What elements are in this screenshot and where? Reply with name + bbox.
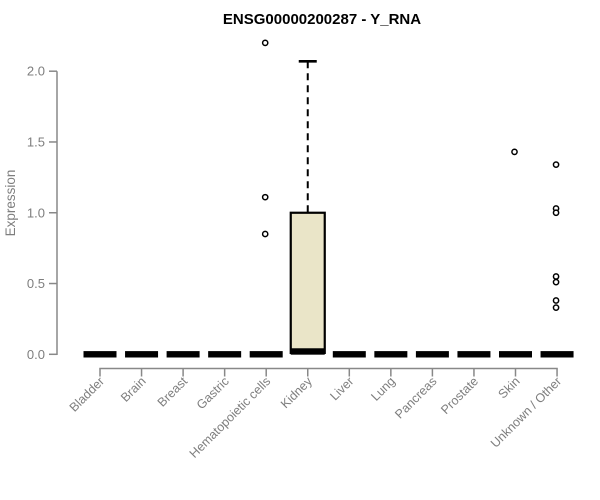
collapsed-box bbox=[208, 351, 242, 358]
collapsed-box bbox=[457, 351, 491, 358]
collapsed-box bbox=[415, 351, 449, 358]
median-line bbox=[290, 348, 325, 355]
outlier-point bbox=[552, 297, 560, 304]
boxplot-kidney bbox=[289, 59, 326, 355]
outlier-point bbox=[511, 148, 518, 156]
box bbox=[289, 211, 326, 354]
collapsed-box bbox=[332, 351, 366, 358]
x-tick-label-skin: Skin bbox=[496, 374, 523, 401]
boxplot-liver bbox=[332, 351, 366, 358]
boxplot-breast bbox=[166, 351, 200, 358]
collapsed-box bbox=[374, 351, 408, 358]
x-tick-label-gastric: Gastric bbox=[194, 374, 232, 412]
outlier-point bbox=[552, 209, 560, 217]
y-tick-label: 0.5 bbox=[27, 276, 45, 291]
x-tick-label-unknown-other: Unknown / Other bbox=[488, 374, 564, 450]
collapsed-box bbox=[540, 351, 574, 358]
outlier-point bbox=[552, 161, 560, 168]
y-axis-label: Expression bbox=[3, 170, 18, 237]
x-tick-label-hematopoietic-cells: Hematopoietic cells bbox=[187, 374, 274, 461]
collapsed-box bbox=[125, 351, 159, 358]
plot-content bbox=[83, 39, 574, 358]
x-tick-label-bladder: Bladder bbox=[67, 374, 107, 414]
boxplot-bladder bbox=[83, 351, 117, 358]
boxplot-lung bbox=[374, 351, 408, 358]
y-tick-label: 2.0 bbox=[27, 64, 45, 79]
outlier-point bbox=[261, 39, 269, 47]
boxplot-brain bbox=[125, 351, 159, 358]
boxplot-hematopoietic-cells bbox=[249, 39, 283, 358]
boxplot-gastric bbox=[208, 351, 242, 358]
boxplot-pancreas bbox=[415, 351, 449, 358]
outlier-point bbox=[552, 273, 560, 280]
x-tick-label-kidney: Kidney bbox=[278, 374, 315, 411]
x-tick-label-breast: Breast bbox=[155, 374, 191, 410]
outlier-point bbox=[552, 304, 560, 311]
x-tick-label-prostate: Prostate bbox=[438, 374, 481, 417]
boxplot-skin bbox=[499, 148, 532, 358]
collapsed-box bbox=[166, 351, 200, 358]
collapsed-box bbox=[249, 351, 283, 358]
y-axis: 0.0 0.5 1.0 1.5 2.0 bbox=[27, 64, 58, 362]
outlier-point bbox=[261, 193, 269, 201]
boxplot-unknown-other bbox=[540, 161, 574, 358]
x-tick-label-lung: Lung bbox=[368, 374, 398, 404]
collapsed-box bbox=[499, 351, 532, 358]
chart-title: ENSG00000200287 - Y_RNA bbox=[223, 11, 421, 28]
y-tick-label: 1.0 bbox=[27, 205, 45, 220]
y-tick-label: 1.5 bbox=[27, 134, 45, 149]
y-tick-label: 0.0 bbox=[27, 347, 45, 362]
collapsed-box bbox=[83, 351, 117, 358]
boxplot-prostate bbox=[457, 351, 491, 358]
outlier-point bbox=[552, 278, 560, 286]
x-tick-label-brain: Brain bbox=[118, 374, 149, 405]
x-tick-label-liver: Liver bbox=[327, 374, 356, 403]
x-tick-label-pancreas: Pancreas bbox=[392, 374, 439, 421]
outlier-point bbox=[261, 230, 269, 238]
